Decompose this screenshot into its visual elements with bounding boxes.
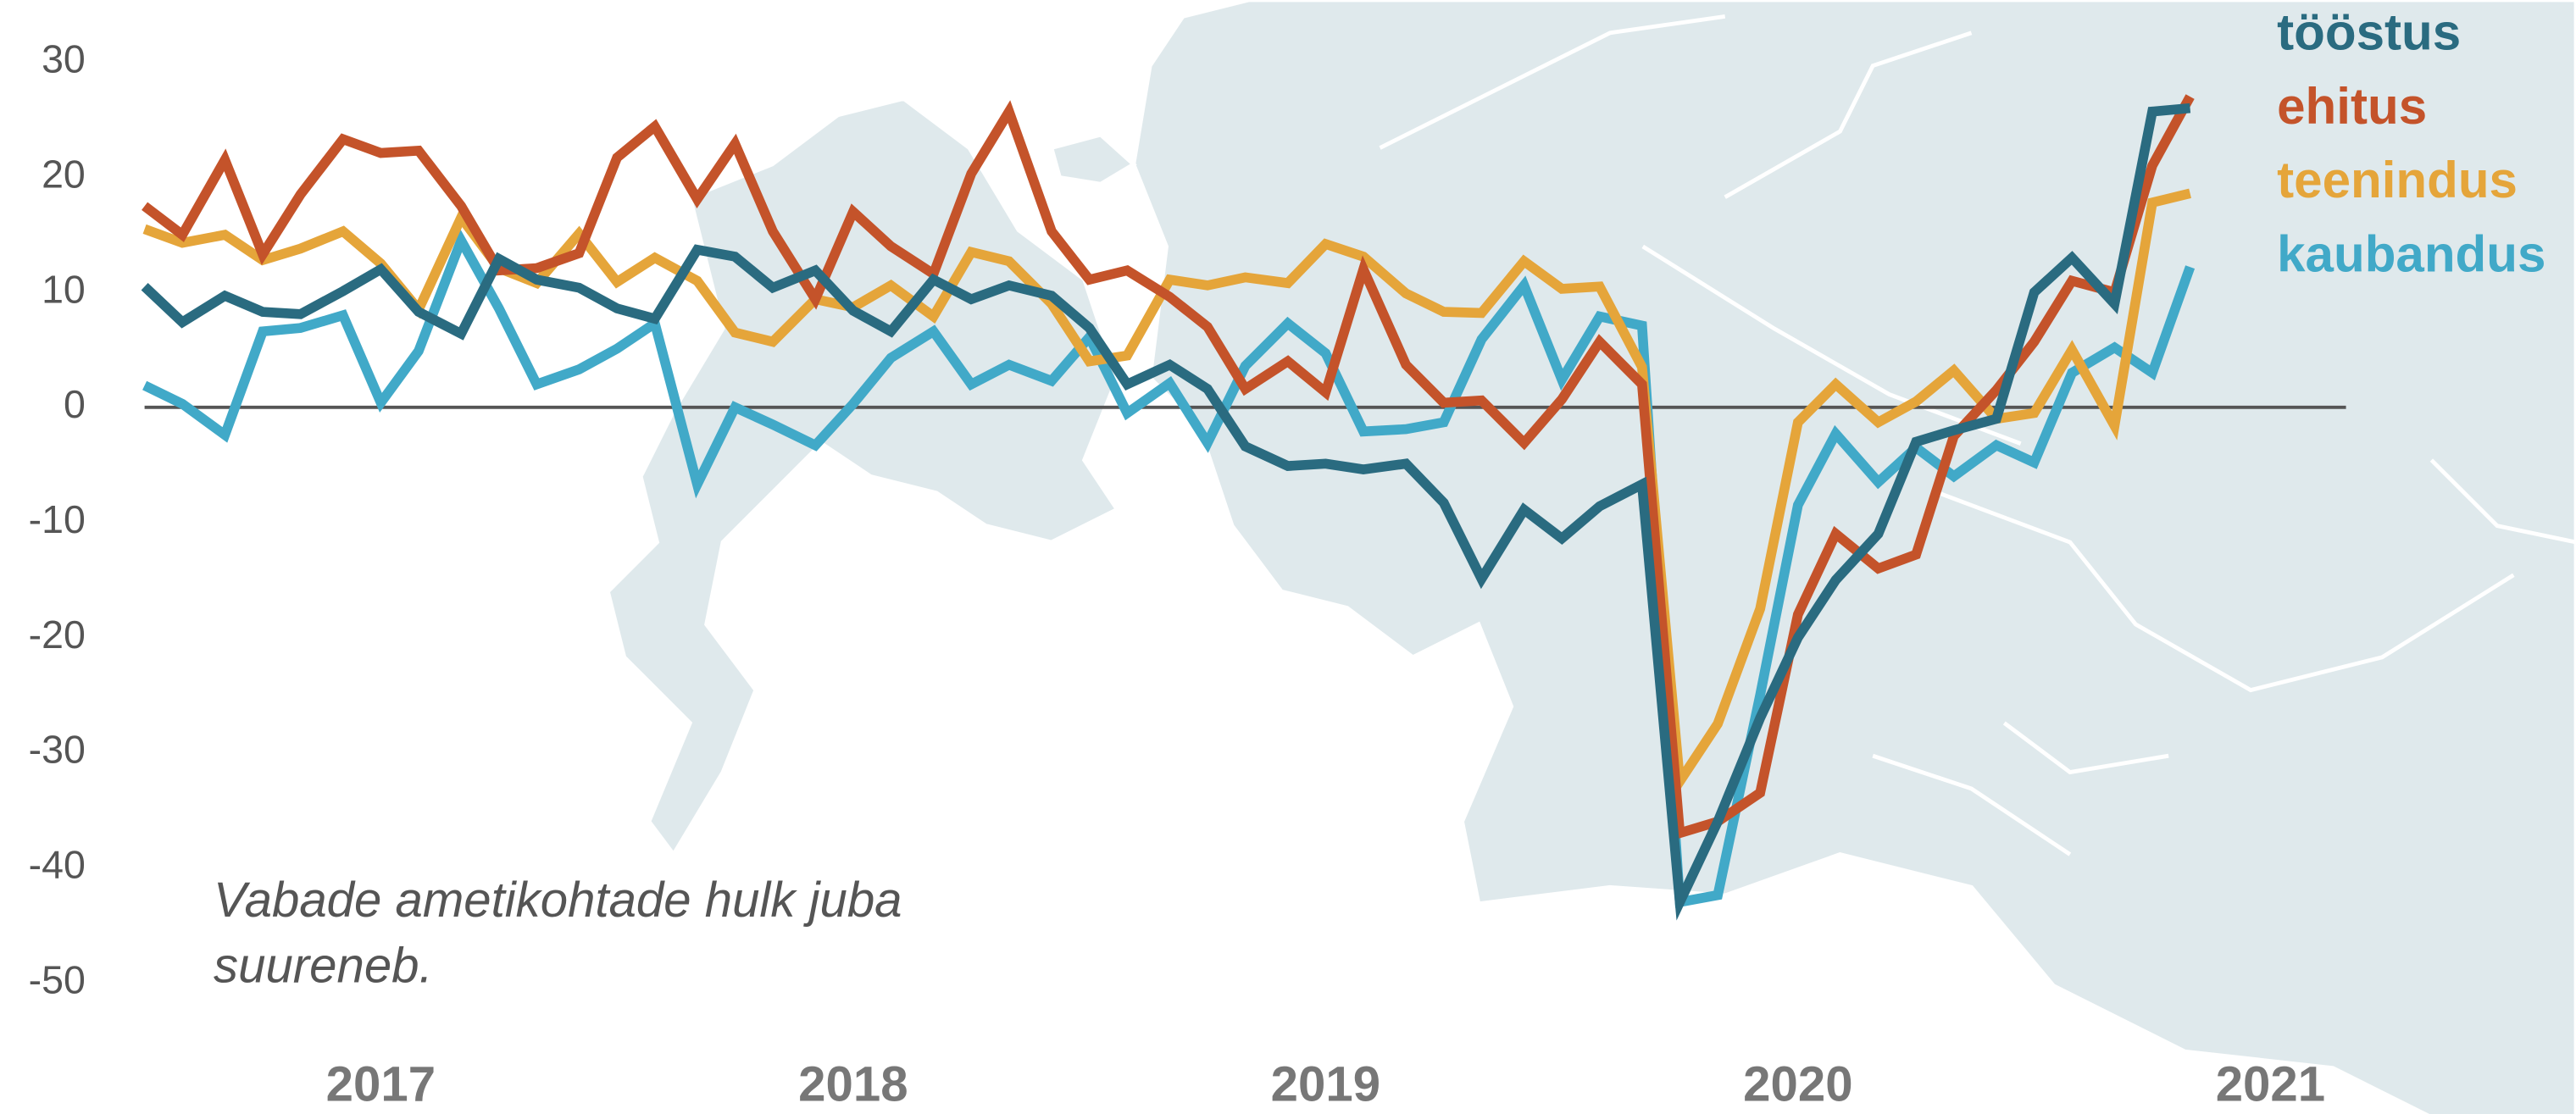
y-tick-label: -20	[29, 612, 86, 657]
x-tick-label: 2019	[1271, 1056, 1380, 1111]
y-tick-label: 30	[42, 37, 86, 81]
y-tick-label: 20	[42, 152, 86, 196]
annotation: suureneb.	[214, 939, 433, 994]
legend-entry: tööstus	[2277, 4, 2461, 61]
x-tick-label: 2017	[326, 1056, 436, 1111]
y-tick-label: -10	[29, 497, 86, 541]
legend-entry: kaubandus	[2277, 225, 2545, 282]
x-tick-label: 2021	[2216, 1056, 2325, 1111]
series-line	[142, 94, 2195, 840]
x-tick-label: 2018	[798, 1056, 908, 1111]
y-tick-label: 0	[64, 382, 86, 426]
series-line	[141, 103, 2191, 921]
annotation: Vabade ametikohtade hulk juba	[214, 873, 902, 928]
legend-entry: ehitus	[2277, 78, 2427, 135]
x-tick-label: 2020	[1743, 1056, 1852, 1111]
y-tick-label: -40	[29, 842, 86, 886]
map-border	[1379, 14, 2576, 856]
y-tick-label: 10	[42, 267, 86, 311]
y-tick-label: -50	[29, 957, 86, 1001]
map-island	[1048, 132, 1137, 186]
y-tick-label: -30	[29, 728, 86, 772]
legend-entry: teenindus	[2277, 152, 2518, 208]
